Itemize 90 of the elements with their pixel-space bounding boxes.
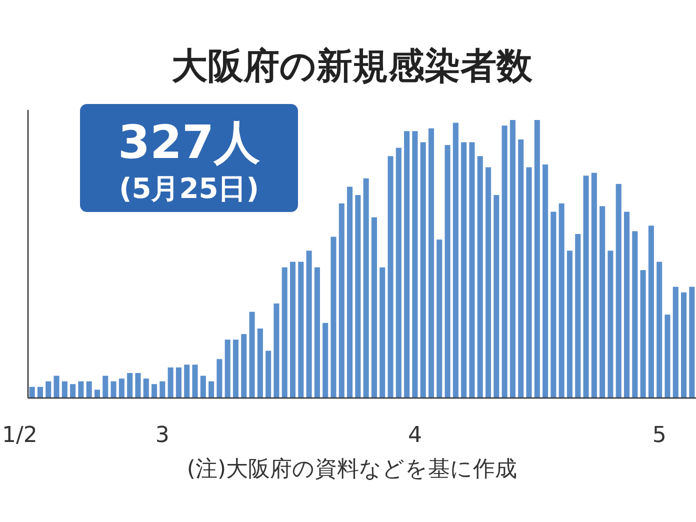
bar (656, 262, 662, 398)
bar (591, 172, 597, 398)
bar (37, 386, 43, 398)
bar (160, 381, 166, 398)
bar (420, 142, 426, 398)
bar (102, 376, 108, 398)
text: 1/2 (2, 423, 38, 448)
bar (274, 303, 280, 398)
bar (632, 231, 638, 398)
bar (355, 195, 361, 398)
bar (575, 234, 581, 398)
bar (62, 381, 68, 398)
bar (94, 390, 100, 398)
bar (347, 186, 353, 398)
bar (608, 250, 614, 398)
annotation: 327人 (118, 115, 260, 169)
bar (29, 386, 35, 398)
bar (257, 328, 263, 398)
bar (600, 206, 606, 398)
bar (338, 203, 344, 398)
bar (558, 203, 564, 398)
bar (70, 384, 76, 398)
bar (282, 267, 288, 398)
bar (412, 131, 418, 398)
bar (624, 212, 630, 398)
bar (266, 350, 272, 398)
bar (477, 156, 483, 398)
bar (118, 378, 124, 398)
bar (388, 156, 394, 398)
bar (306, 250, 312, 398)
bar (494, 195, 500, 398)
bar (681, 292, 687, 398)
bar (127, 372, 133, 398)
bar (208, 381, 214, 398)
bar (510, 120, 516, 398)
bar (192, 364, 198, 398)
bar (550, 212, 556, 398)
bar (518, 139, 524, 398)
bar (534, 120, 540, 398)
bar (461, 142, 467, 398)
bar (672, 286, 678, 398)
bar (216, 359, 222, 398)
x-tick-label: 4 (408, 423, 422, 448)
bar (526, 167, 532, 398)
bar (135, 372, 141, 398)
bar (314, 267, 320, 398)
annotation: (5月25日) (118, 172, 260, 205)
bar (232, 340, 238, 398)
bar (322, 322, 328, 398)
bar (249, 312, 255, 398)
bar (241, 334, 247, 398)
bar (330, 236, 336, 398)
bar (583, 176, 589, 398)
bar (176, 367, 182, 398)
bar (452, 122, 458, 398)
bar (616, 184, 622, 398)
bar (640, 270, 646, 398)
bar (566, 250, 572, 398)
bar (152, 384, 158, 398)
bar (363, 178, 369, 398)
bar (371, 217, 377, 398)
bar (542, 164, 548, 398)
x-tick-label: 5 (652, 423, 666, 448)
bar (168, 367, 174, 398)
bar (648, 226, 654, 398)
bar (502, 126, 508, 398)
bar (110, 381, 116, 398)
bar (54, 376, 60, 398)
bar (428, 128, 434, 398)
bar (396, 148, 402, 398)
text: (注)大阪府の資料などを基に作成 (186, 457, 518, 482)
bar (404, 131, 410, 398)
bar (298, 262, 304, 398)
bar (380, 267, 386, 398)
bar (86, 381, 92, 398)
bar (143, 378, 149, 398)
x-tick-label: 3 (155, 423, 170, 448)
chart-title: 大阪府の新規感染者数 (172, 46, 534, 87)
bar (46, 381, 52, 398)
bar (444, 145, 450, 398)
bar (184, 364, 190, 398)
bar (290, 262, 296, 398)
bar (78, 381, 84, 398)
bar (469, 142, 475, 398)
bar (224, 340, 230, 398)
bar (664, 314, 670, 398)
bar (486, 167, 492, 398)
bar (689, 286, 695, 398)
bar (200, 376, 206, 398)
bar (436, 240, 442, 398)
